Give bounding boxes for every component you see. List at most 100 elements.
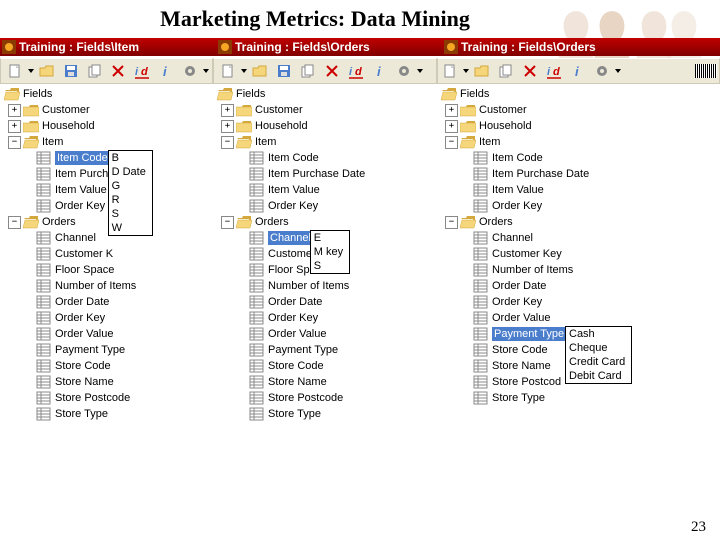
tree-folder-label[interactable]: Orders xyxy=(479,216,513,228)
dropdown-arrow-icon[interactable] xyxy=(416,62,424,80)
expand-toggle[interactable]: + xyxy=(221,120,234,133)
open-folder-icon[interactable] xyxy=(249,60,271,82)
tree-item-label[interactable]: Item Purchase Date xyxy=(492,168,589,180)
dropdown-arrow-icon[interactable] xyxy=(202,62,210,80)
expand-toggle[interactable]: − xyxy=(445,216,458,229)
expand-toggle[interactable]: − xyxy=(8,216,21,229)
tree-item-label[interactable]: Order Key xyxy=(268,312,318,324)
tree-folder-label[interactable]: Household xyxy=(479,120,532,132)
copy-icon[interactable] xyxy=(495,60,517,82)
autocomplete-dropdown[interactable]: CashChequeCredit CardDebit Card xyxy=(565,326,632,384)
tree-item-label[interactable]: Item Purchase Date xyxy=(268,168,365,180)
tree-folder-label[interactable]: Item xyxy=(479,136,500,148)
dropdown-option[interactable]: D Date xyxy=(109,165,152,179)
tree-item-label[interactable]: Order Key xyxy=(492,296,542,308)
tree-2[interactable]: Fields+Customer+Household−ItemItem CodeI… xyxy=(213,84,437,518)
tree-item-label[interactable]: Store Postcode xyxy=(268,392,343,404)
expand-toggle[interactable]: − xyxy=(8,136,21,149)
save-icon[interactable] xyxy=(60,60,82,82)
expand-toggle[interactable]: + xyxy=(445,104,458,117)
gear-icon[interactable] xyxy=(179,60,201,82)
tree-item-label[interactable]: Store Code xyxy=(55,360,111,372)
tree-item-label[interactable]: Store Postcod xyxy=(492,376,561,388)
tree-root-label[interactable]: Fields xyxy=(23,88,52,100)
tree-item-label[interactable]: Item Code xyxy=(55,151,110,165)
tree-item-label[interactable]: Order Value xyxy=(268,328,327,340)
tree-item-label[interactable]: Floor Sp xyxy=(268,264,310,276)
tree-folder-label[interactable]: Orders xyxy=(42,216,76,228)
tree-folder-label[interactable]: Customer xyxy=(479,104,527,116)
tree-item-label[interactable]: Order Date xyxy=(268,296,322,308)
save-icon[interactable] xyxy=(273,60,295,82)
dropdown-option[interactable]: E xyxy=(311,231,349,245)
tree-item-label[interactable]: Order Key xyxy=(55,200,105,212)
open-folder-icon[interactable] xyxy=(36,60,58,82)
dropdown-arrow-icon[interactable] xyxy=(240,62,248,80)
tree-item-label[interactable]: Item Code xyxy=(492,152,543,164)
dropdown-option[interactable]: Cash xyxy=(566,327,631,341)
tree-folder-label[interactable]: Orders xyxy=(255,216,289,228)
tree-folder-label[interactable]: Item xyxy=(42,136,63,148)
tree-item-label[interactable]: Order Key xyxy=(492,200,542,212)
gear-icon[interactable] xyxy=(393,60,415,82)
tree-item-label[interactable]: Store Type xyxy=(55,408,108,420)
tree-item-label[interactable]: Customer Key xyxy=(492,248,562,260)
dropdown-option[interactable]: B xyxy=(109,151,152,165)
dropdown-option[interactable]: S xyxy=(109,207,152,221)
tree-item-label[interactable]: Store Postcode xyxy=(55,392,130,404)
dropdown-option[interactable]: G xyxy=(109,179,152,193)
expand-toggle[interactable]: − xyxy=(445,136,458,149)
tree-item-label[interactable]: Store Code xyxy=(492,344,548,356)
tree-root-label[interactable]: Fields xyxy=(236,88,265,100)
tree-1[interactable]: Fields+Customer+Household−ItemItem CodeB… xyxy=(0,84,213,518)
tree-item-label[interactable]: Number of Items xyxy=(268,280,349,292)
tree-item-label[interactable]: Item Value xyxy=(268,184,320,196)
expand-toggle[interactable]: + xyxy=(445,120,458,133)
open-folder-icon[interactable] xyxy=(471,60,493,82)
info-icon[interactable]: i xyxy=(369,60,391,82)
tree-item-label[interactable]: Channel xyxy=(55,232,96,244)
tree-item-label[interactable]: Order Value xyxy=(55,328,114,340)
tree-item-label[interactable]: Store Type xyxy=(492,392,545,404)
tree-item-label[interactable]: Payment Type xyxy=(55,344,125,356)
info-icon[interactable]: i xyxy=(567,60,589,82)
dropdown-option[interactable]: S xyxy=(311,259,349,273)
copy-icon[interactable] xyxy=(297,60,319,82)
tree-item-label[interactable]: Store Code xyxy=(268,360,324,372)
tree-folder-label[interactable]: Household xyxy=(255,120,308,132)
id-icon[interactable]: id xyxy=(543,60,565,82)
tree-item-label[interactable]: Channel xyxy=(492,232,533,244)
tree-item-label[interactable]: Item Value xyxy=(492,184,544,196)
dropdown-option[interactable]: W xyxy=(109,221,152,235)
dropdown-option[interactable]: R xyxy=(109,193,152,207)
tree-folder-label[interactable]: Item xyxy=(255,136,276,148)
tree-item-label[interactable]: Store Name xyxy=(268,376,327,388)
delete-icon[interactable] xyxy=(519,60,541,82)
tree-item-label[interactable]: Store Name xyxy=(492,360,551,372)
tree-root-label[interactable]: Fields xyxy=(460,88,489,100)
dropdown-option[interactable]: Debit Card xyxy=(566,369,631,383)
dropdown-arrow-icon[interactable] xyxy=(614,62,622,80)
tree-item-label[interactable]: Store Type xyxy=(268,408,321,420)
expand-toggle[interactable]: − xyxy=(221,216,234,229)
tree-item-label[interactable]: Payment Type xyxy=(492,327,566,341)
delete-icon[interactable] xyxy=(321,60,343,82)
dropdown-option[interactable]: Cheque xyxy=(566,341,631,355)
tree-item-label[interactable]: Item Value xyxy=(55,184,107,196)
expand-toggle[interactable]: + xyxy=(8,120,21,133)
tree-item-label[interactable]: Floor Space xyxy=(55,264,114,276)
tree-item-label[interactable]: Payment Type xyxy=(268,344,338,356)
tree-item-label[interactable]: Number of Items xyxy=(55,280,136,292)
expand-toggle[interactable]: + xyxy=(221,104,234,117)
tree-3[interactable]: Fields+Customer+Household−ItemItem CodeI… xyxy=(437,84,720,518)
tree-item-label[interactable]: Store Name xyxy=(55,376,114,388)
tree-item-label[interactable]: Order Key xyxy=(268,200,318,212)
tree-item-label[interactable]: Channel xyxy=(268,231,313,245)
tree-item-label[interactable]: Order Date xyxy=(55,296,109,308)
dropdown-option[interactable]: Credit Card xyxy=(566,355,631,369)
expand-toggle[interactable]: + xyxy=(8,104,21,117)
autocomplete-dropdown[interactable]: EM keyS xyxy=(310,230,350,274)
tree-item-label[interactable]: Custome xyxy=(268,248,312,260)
tree-folder-label[interactable]: Customer xyxy=(42,104,90,116)
tree-item-label[interactable]: Item Code xyxy=(268,152,319,164)
